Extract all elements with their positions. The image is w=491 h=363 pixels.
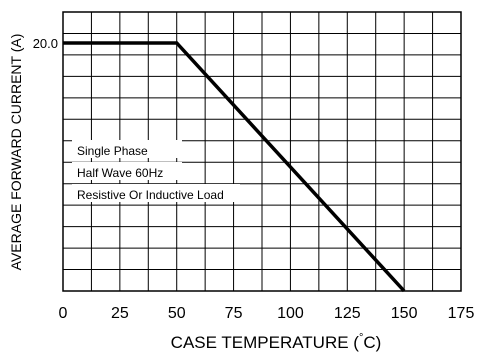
- y-axis-label: AVERAGE FORWARD CURRENT (A): [8, 34, 24, 271]
- x-axis-label-text: CASE TEMPERATURE (: [171, 333, 360, 352]
- series-layer: [62, 41, 406, 293]
- annotation-bg-1: [72, 140, 182, 158]
- annotation-single-phase: Single Phase: [77, 144, 148, 158]
- x-tick-labels: 0 25 50 75 100 125 150 175: [59, 305, 475, 322]
- x-tick-label: 175: [448, 305, 475, 322]
- x-tick-label: 100: [277, 305, 304, 322]
- x-tick-label: 75: [225, 305, 243, 322]
- annotation-half-wave: Half Wave 60Hz: [77, 166, 163, 180]
- annotation-bg-3: [72, 184, 240, 202]
- y-tick-labels: 20.0: [33, 36, 58, 51]
- x-tick-label: 150: [391, 305, 418, 322]
- grid: [63, 12, 461, 291]
- x-tick-label: 125: [334, 305, 361, 322]
- x-tick-label: 0: [59, 305, 68, 322]
- degree-symbol: °: [359, 332, 363, 344]
- x-axis-label: CASE TEMPERATURE (°C): [171, 332, 382, 352]
- annotation-load-type: Resistive Or Inductive Load: [77, 188, 224, 202]
- x-tick-label: 25: [111, 305, 129, 322]
- plot-frame: [62, 11, 462, 292]
- x-tick-label: 50: [168, 305, 186, 322]
- x-axis-label-unit: C): [363, 333, 381, 352]
- annotation-bg-2: [72, 162, 182, 180]
- y-tick-label: 20.0: [33, 36, 58, 51]
- annotations: Single Phase Half Wave 60Hz Resistive Or…: [72, 140, 240, 202]
